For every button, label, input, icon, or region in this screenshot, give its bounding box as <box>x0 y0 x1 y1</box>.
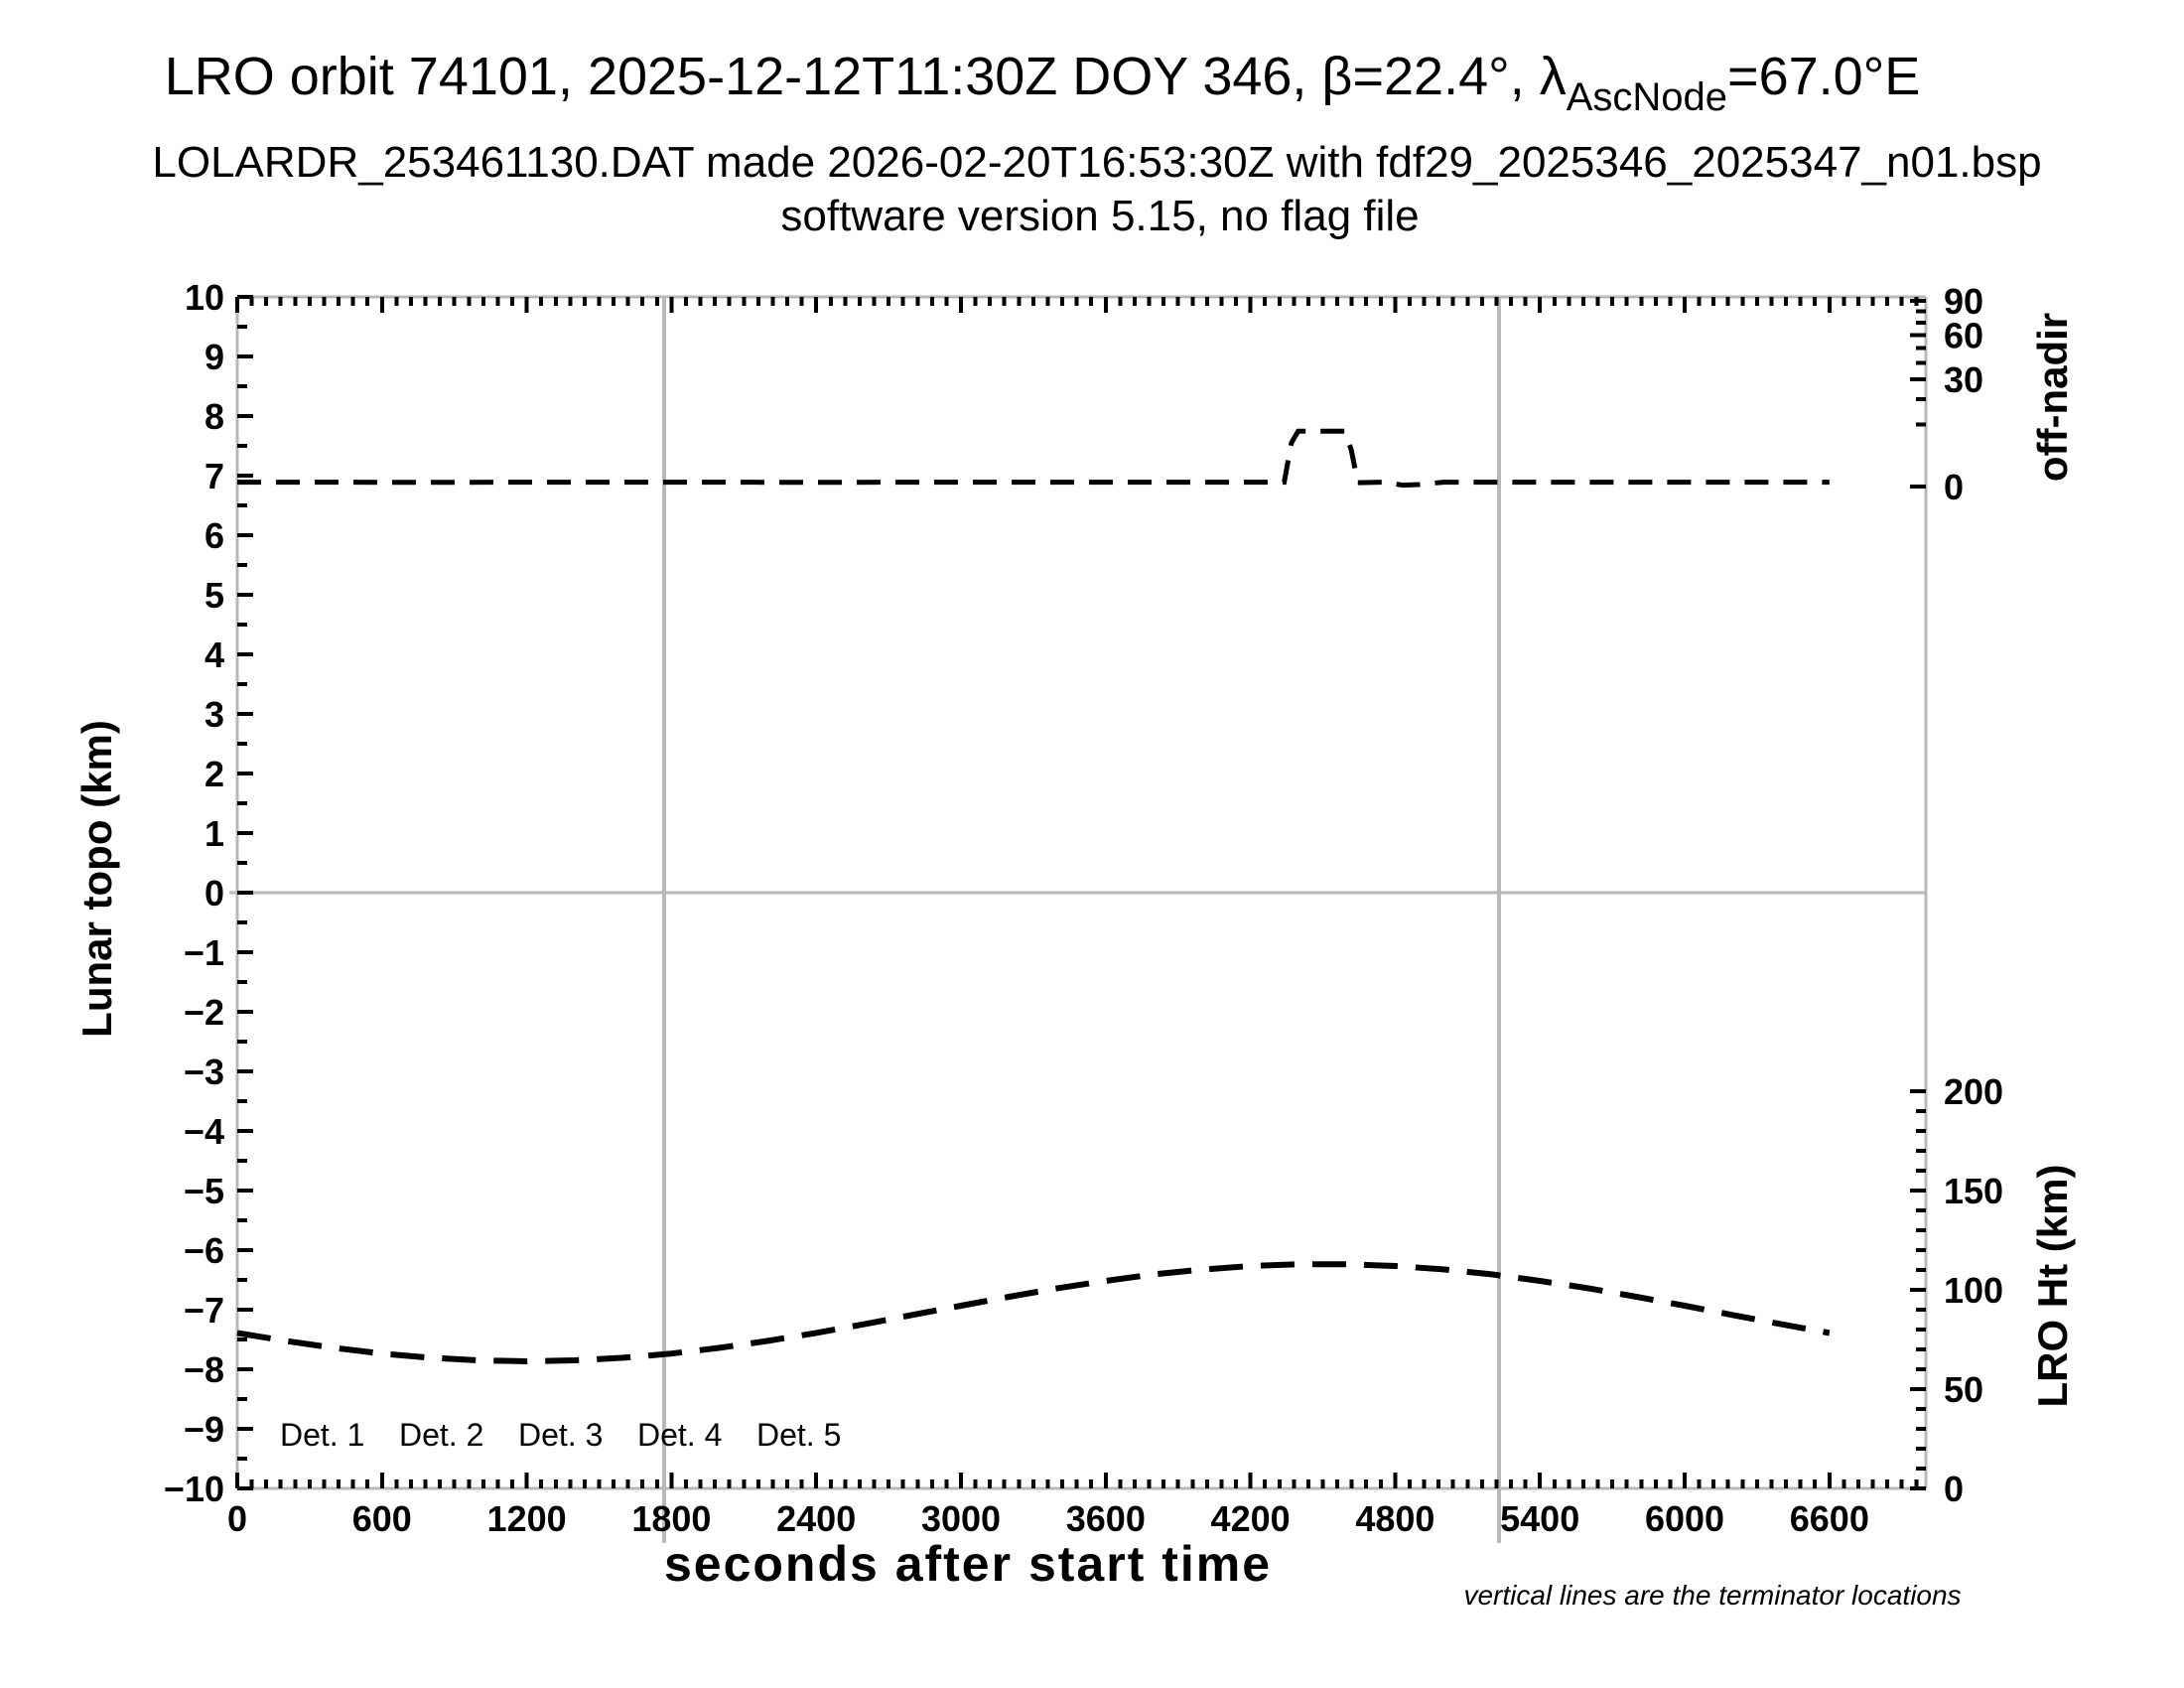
x-tick-label: 6000 <box>1645 1498 1724 1539</box>
x-tick-label: 2400 <box>776 1498 856 1539</box>
lroht-tick-label: 200 <box>1944 1071 2003 1112</box>
left-y-tick-label: 1 <box>205 813 224 854</box>
left-y-tick-label: −1 <box>184 932 224 973</box>
series-curve-lro_ht <box>236 1261 1831 1365</box>
left-y-tick-label: −10 <box>164 1469 224 1509</box>
chart-title-line1-text: LRO orbit 74101, 2025-12-12T11:30Z DOY 3… <box>165 47 1567 106</box>
left-y-tick-label: −4 <box>184 1111 224 1152</box>
left-y-tick-label: −2 <box>184 992 224 1033</box>
chart-subtitle-software-version: software version 5.15, no flag file <box>780 192 1419 240</box>
x-tick-label: 4800 <box>1355 1498 1434 1539</box>
offnadir-tick-label: 0 <box>1944 467 1964 507</box>
left-y-tick-label: −9 <box>184 1409 224 1450</box>
x-tick-label: 1200 <box>487 1498 567 1539</box>
x-tick-label: 0 <box>227 1498 247 1539</box>
left-y-tick-label: 3 <box>205 694 224 735</box>
left-y-tick-label: −5 <box>184 1171 224 1211</box>
x-tick-label: 4200 <box>1211 1498 1291 1539</box>
left-y-tick-label: 4 <box>205 634 224 675</box>
x-axis-title: seconds after start time <box>664 1536 1272 1592</box>
left-y-tick-label: 9 <box>205 337 224 377</box>
left-y-tick-label: 5 <box>205 575 224 616</box>
legend-item-label: Det. 3 <box>518 1417 603 1453</box>
lroht-tick-label: 50 <box>1944 1369 1983 1410</box>
chart-title-line1-suffix: =67.0°E <box>1727 47 1920 106</box>
terminator-footnote: vertical lines are the terminator locati… <box>1463 1580 1961 1611</box>
right-top-y-axis-title: off-nadir <box>2029 313 2076 482</box>
left-y-tick-label: 7 <box>205 456 224 496</box>
chart-title-line1: LRO orbit 74101, 2025-12-12T11:30Z DOY 3… <box>165 47 1921 119</box>
x-tick-label: 6600 <box>1790 1498 1869 1539</box>
left-y-tick-label: 10 <box>185 277 224 318</box>
legend-item-label: Det. 2 <box>399 1417 483 1453</box>
lroht-tick-label: 150 <box>1944 1171 2003 1211</box>
left-y-tick-label: 0 <box>205 873 224 914</box>
offnadir-tick-label: 90 <box>1944 281 1983 322</box>
detector-legend: Det. 1 Det. 2 Det. 3 Det. 4 Det. 5 <box>280 1417 841 1453</box>
right-bottom-y-axis-title: LRO Ht (km) <box>2029 1165 2076 1408</box>
series-curve-off_nadir <box>237 428 1830 489</box>
x-tick-label: 3000 <box>921 1498 1001 1539</box>
chart-subtitle-source-file: LOLARDR_253461130.DAT made 2026-02-20T16… <box>152 138 2041 187</box>
left-y-tick-label: −7 <box>184 1290 224 1331</box>
chart-title-line1-subscript: AscNode <box>1567 75 1727 119</box>
x-tick-label: 600 <box>352 1498 412 1539</box>
legend-item-label: Det. 4 <box>637 1417 722 1453</box>
data-curves <box>236 428 1831 1365</box>
axis-tick-labels: 0 600 1200 1800 2400 3000 3600 4200 4800 5400 6000… <box>164 277 2003 1539</box>
offnadir-tick-label: 30 <box>1944 359 1983 400</box>
offnadir-tick-label: 60 <box>1944 315 1983 355</box>
left-y-axis-title: Lunar topo (km) <box>73 720 120 1038</box>
x-tick-label: 5400 <box>1500 1498 1579 1539</box>
axes-frame-and-gridlines <box>229 295 1928 1543</box>
legend-item-label: Det. 5 <box>756 1417 841 1453</box>
left-y-tick-label: −3 <box>184 1052 224 1092</box>
x-tick-label: 1800 <box>631 1498 711 1539</box>
left-y-tick-label: 2 <box>205 754 224 794</box>
left-y-tick-label: −6 <box>184 1230 224 1271</box>
x-tick-label: 3600 <box>1066 1498 1146 1539</box>
lroht-tick-label: 0 <box>1944 1469 1964 1509</box>
left-y-tick-label: −8 <box>184 1349 224 1390</box>
left-y-tick-label: 8 <box>205 396 224 437</box>
left-y-tick-label: 6 <box>205 515 224 556</box>
lroht-tick-label: 100 <box>1944 1270 2003 1311</box>
legend-item-label: Det. 1 <box>280 1417 364 1453</box>
